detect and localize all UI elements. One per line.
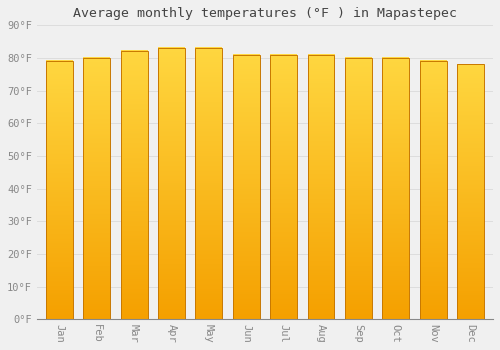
Bar — [457, 64, 484, 320]
Bar — [308, 55, 334, 320]
Bar — [233, 55, 260, 320]
Bar — [382, 58, 409, 320]
Bar — [158, 48, 185, 320]
Bar — [345, 58, 372, 320]
Bar — [46, 61, 72, 320]
Bar — [420, 61, 446, 320]
Bar — [120, 51, 148, 320]
Bar — [83, 58, 110, 320]
Bar — [196, 48, 222, 320]
Title: Average monthly temperatures (°F ) in Mapastepec: Average monthly temperatures (°F ) in Ma… — [73, 7, 457, 20]
Bar — [270, 55, 297, 320]
